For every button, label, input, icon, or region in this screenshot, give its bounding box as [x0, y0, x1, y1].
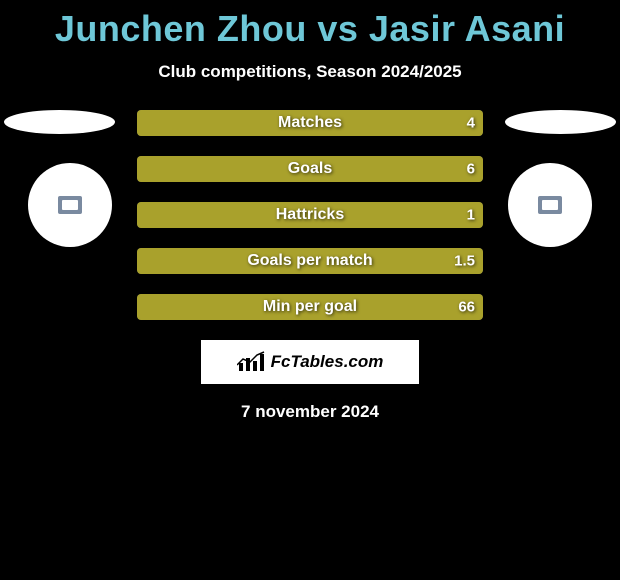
placeholder-image-icon: [58, 196, 82, 214]
player-left-oval: [4, 110, 115, 134]
stat-label: Matches: [278, 114, 342, 132]
stat-label: Hattricks: [276, 206, 344, 224]
player-left-avatar: [28, 163, 112, 247]
stat-value-right: 1.5: [454, 253, 475, 270]
watermark-text: FcTables.com: [271, 352, 384, 372]
stat-label: Goals per match: [247, 252, 372, 270]
watermark: FcTables.com: [201, 340, 419, 384]
watermark-chart-icon: [237, 351, 265, 373]
stat-row: Goals per match 1.5: [137, 248, 483, 274]
stat-row: Hattricks 1: [137, 202, 483, 228]
comparison-panel: Matches 4 Goals 6 Hattricks 1 Goals per match 1…: [0, 110, 620, 422]
stat-label: Goals: [288, 160, 332, 178]
stat-value-right: 4: [467, 115, 475, 132]
stat-bars: Matches 4 Goals 6 Hattricks 1 Goals per match 1…: [137, 110, 483, 320]
stat-row: Min per goal 66: [137, 294, 483, 320]
page-title: Junchen Zhou vs Jasir Asani: [0, 0, 620, 50]
stat-label: Min per goal: [263, 298, 357, 316]
stat-row: Goals 6: [137, 156, 483, 182]
stat-value-right: 66: [458, 299, 475, 316]
player-right-oval: [505, 110, 616, 134]
stat-value-right: 1: [467, 207, 475, 224]
player-right-avatar: [508, 163, 592, 247]
placeholder-image-icon: [538, 196, 562, 214]
page-subtitle: Club competitions, Season 2024/2025: [0, 62, 620, 82]
stat-value-right: 6: [467, 161, 475, 178]
date-label: 7 november 2024: [0, 402, 620, 422]
stat-row: Matches 4: [137, 110, 483, 136]
